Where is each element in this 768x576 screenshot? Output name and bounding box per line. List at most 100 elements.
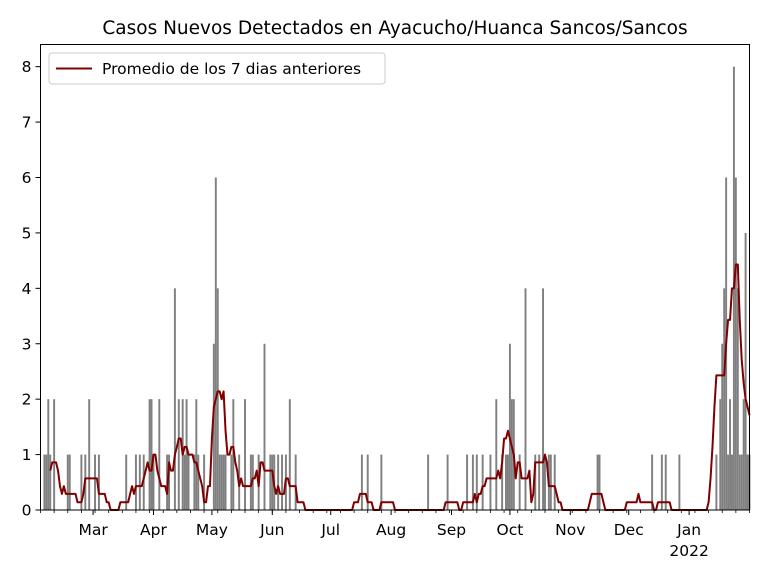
bar-day-94: [222, 454, 225, 510]
bar-day-91: [216, 288, 219, 510]
bar-day-93: [220, 454, 223, 510]
bar-day-319: [660, 454, 663, 510]
y-tick-label: 6: [22, 169, 32, 187]
bar-day-360: [740, 454, 743, 510]
chart-title: Casos Nuevos Detectados en Ayacucho/Huan…: [102, 18, 687, 39]
x-tick-label: Jun: [259, 521, 284, 539]
bar-day-75: [185, 399, 188, 510]
bar-day-209: [446, 454, 449, 510]
bar-day-76: [187, 454, 190, 510]
x-tick-label: Jul: [320, 521, 340, 539]
y-tick-label: 2: [22, 391, 32, 409]
y-tick-label: 8: [22, 58, 32, 76]
bar-day-56: [148, 399, 151, 510]
bar-day-242: [510, 399, 513, 510]
bar-day-61: [158, 399, 161, 510]
bar-day-287: [598, 454, 601, 510]
bar-day-237: [501, 454, 504, 510]
bar-day-259: [544, 454, 546, 510]
bar-day-131: [294, 454, 297, 510]
bar-day-2: [43, 454, 46, 510]
bar-day-350: [721, 343, 724, 510]
bar-day-362: [744, 232, 747, 511]
x-tick-label: Apr: [140, 521, 167, 539]
bar-day-21: [80, 454, 83, 510]
x-tick-label: Nov: [555, 521, 585, 539]
bar-day-118: [269, 454, 272, 510]
bar-day-353: [727, 454, 730, 510]
bar-day-122: [277, 454, 280, 510]
bar-day-234: [495, 399, 498, 510]
x-tick-label: Dec: [614, 521, 644, 539]
bar-day-71: [177, 399, 180, 510]
bar-day-49: [134, 454, 137, 510]
bar-day-165: [360, 454, 363, 510]
bar-day-328: [678, 454, 681, 510]
bar-day-286: [596, 454, 599, 510]
bar-day-92: [218, 454, 221, 510]
x-tick-label: Aug: [376, 521, 406, 539]
bar-day-361: [742, 399, 745, 510]
bar-day-349: [719, 399, 722, 510]
bar-day-15: [68, 454, 71, 510]
bar-day-246: [518, 454, 521, 510]
legend-box: [48, 52, 386, 85]
y-tick-label: 5: [22, 224, 32, 242]
bar-day-354: [729, 399, 731, 510]
y-tick-label: 3: [22, 335, 32, 353]
bar-day-124: [281, 454, 283, 510]
bar-day-58: [152, 454, 155, 510]
bar-day-81: [197, 454, 200, 510]
bar-day-314: [651, 454, 654, 510]
bar-day-359: [738, 454, 741, 510]
bar-day-249: [524, 288, 527, 510]
bar-day-258: [542, 288, 544, 510]
bar-day-89: [212, 343, 215, 510]
y-axis: 0 1 2 3 4 5 6 7 8: [22, 58, 41, 520]
bar-day-3: [45, 454, 48, 510]
y-tick-label: 7: [22, 114, 32, 132]
bar-day-239: [505, 454, 507, 510]
x-axis: Mar Apr May Jun Jul Aug Sep Oct Nov Dec Jan 2022: [40, 510, 750, 560]
x-tick-label: May: [196, 521, 228, 539]
bar-day-227: [481, 454, 484, 510]
bar-day-119: [271, 454, 274, 510]
bar-day-321: [664, 454, 667, 510]
bar-day-355: [731, 454, 733, 510]
bar-day-5: [49, 454, 52, 510]
x-tick-label: Sep: [437, 521, 466, 539]
bar-day-90: [214, 177, 217, 510]
bar-day-231: [489, 454, 492, 510]
bar-day-128: [288, 399, 291, 510]
x-tick-label: Mar: [78, 521, 108, 539]
x-tick-label: Oct: [497, 521, 524, 539]
bar-day-14: [66, 454, 69, 510]
x-tick-label: Jan: [676, 521, 701, 539]
bar-day-357: [734, 177, 737, 510]
bar-day-347: [715, 454, 718, 510]
bar-day-84: [203, 454, 206, 510]
bar-day-363: [746, 454, 749, 510]
bar-day-79: [193, 454, 196, 510]
bar-day-74: [183, 454, 186, 510]
y-tick-label: 0: [22, 502, 32, 520]
bar-day-256: [538, 454, 541, 510]
bar-day-264: [553, 454, 556, 510]
y-tick-label: 4: [22, 280, 32, 298]
legend: Promedio de los 7 dias anteriores: [48, 52, 386, 85]
bar-day-105: [244, 399, 246, 510]
bar-day-80: [195, 399, 198, 510]
y-tick-label: 1: [22, 446, 32, 464]
bar-day-115: [263, 343, 266, 510]
bar-day-240: [507, 454, 509, 510]
bar-day-66: [168, 454, 171, 510]
bar-day-4: [47, 399, 50, 510]
bar-day-98: [230, 454, 233, 510]
bar-day-241: [508, 343, 511, 510]
x-tick-sublabel: 2022: [669, 542, 708, 560]
bar-day-199: [427, 454, 430, 510]
bar-day-224: [475, 454, 478, 510]
